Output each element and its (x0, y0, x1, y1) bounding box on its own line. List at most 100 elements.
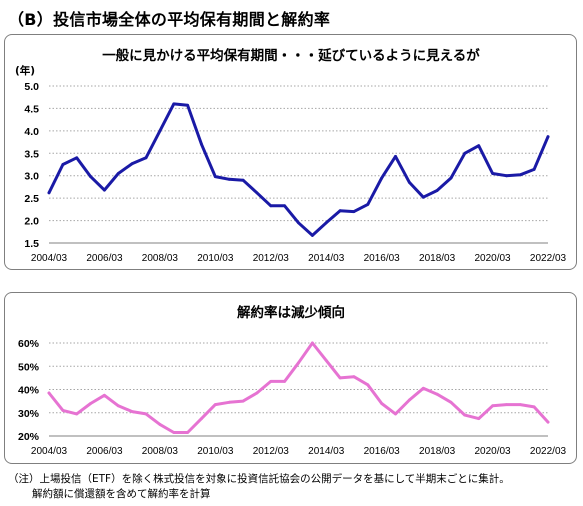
data-point (255, 191, 259, 195)
data-point (505, 403, 508, 406)
x-tick-label: 2020/03 (474, 446, 511, 457)
data-point (338, 376, 342, 380)
data-point (366, 203, 370, 206)
y-tick-label: 20% (18, 431, 40, 443)
data-point (532, 168, 536, 171)
data-point (172, 431, 176, 434)
x-tick-label: 2018/03 (419, 446, 456, 457)
footnote-line-1: （注）上場投信（ETF）を除く株式投信を対象に投資信託協会の公開データを基にして… (8, 473, 510, 485)
data-point (213, 403, 217, 406)
data-point (241, 399, 245, 403)
data-point (421, 195, 425, 199)
data-point (103, 393, 106, 397)
data-point (144, 156, 148, 160)
data-point (518, 173, 522, 177)
x-tick-label: 2008/03 (142, 446, 179, 457)
data-point (116, 172, 120, 175)
data-point (352, 210, 356, 214)
x-tick-label: 2008/03 (142, 253, 179, 264)
x-tick-label: 2016/03 (364, 253, 401, 264)
x-tick-label: 2006/03 (86, 446, 123, 457)
data-point (546, 420, 550, 424)
y-tick-label: 60% (18, 338, 40, 350)
x-tick-label: 2018/03 (419, 253, 456, 264)
chart-title: 解約率は減少傾向 (237, 304, 345, 321)
data-point (532, 405, 536, 409)
footnote-line-2: 解約額に償還額を含めて解約率を計算 (32, 488, 211, 500)
redemption-rate-chart: 解約率は減少傾向 60% 50% 40% 30% 20% 2004/03 2006/03 200… (18, 304, 567, 457)
y-tick-label: 3.0 (24, 171, 39, 183)
data-point (477, 144, 481, 148)
x-tick-label: 2010/03 (197, 253, 234, 264)
data-point (449, 400, 453, 404)
data-point (103, 188, 106, 192)
data-point (463, 151, 467, 155)
data-point (491, 172, 494, 175)
series-line (47, 102, 550, 237)
data-point (311, 234, 314, 237)
data-point (408, 181, 411, 184)
y-tick-label: 5.0 (24, 81, 39, 93)
data-point (505, 174, 508, 178)
chart-title: 一般に見かける平均保有期間・・・延びているように見えるが (102, 47, 480, 64)
y-tick-label: 4.5 (24, 103, 39, 115)
data-point (297, 221, 300, 225)
x-tick-label: 2022/03 (530, 253, 567, 264)
x-tick-label: 2016/03 (364, 446, 401, 457)
data-point (269, 204, 273, 208)
data-point (491, 404, 494, 408)
data-point (380, 402, 384, 405)
data-point (366, 383, 370, 387)
data-point (394, 412, 397, 416)
y-tick-label: 2.5 (24, 193, 39, 205)
y-tick-label: 4.0 (24, 126, 39, 138)
y-tick-label: 1.5 (24, 238, 39, 250)
holding-period-chart: 一般に見かける平均保有期間・・・延びているように見えるが (年) 5.0 4.5 4.0… (15, 47, 567, 264)
y-tick-label: 2.0 (24, 216, 39, 228)
data-point (241, 178, 245, 182)
x-tick-label: 2020/03 (474, 253, 511, 264)
data-point (227, 177, 231, 181)
series-line (47, 341, 550, 434)
data-point (186, 431, 190, 434)
x-tick-label: 2014/03 (308, 253, 345, 264)
x-tick-label: 2006/03 (86, 253, 123, 264)
data-point (89, 402, 92, 405)
data-point (449, 176, 453, 180)
data-point (408, 398, 411, 402)
data-point (144, 412, 148, 416)
data-point (518, 403, 522, 406)
data-point (380, 176, 384, 180)
data-point (158, 129, 162, 133)
data-point (158, 423, 162, 426)
data-point (283, 204, 286, 208)
data-point (61, 163, 65, 166)
data-point (47, 391, 51, 395)
data-point (75, 156, 79, 160)
data-point (75, 412, 79, 416)
x-tick-label: 2004/03 (31, 446, 68, 457)
data-point (186, 103, 190, 107)
data-point (269, 380, 273, 383)
data-point (255, 391, 259, 395)
data-point (116, 404, 120, 408)
data-point (435, 189, 439, 192)
data-point (200, 142, 203, 146)
data-point (283, 380, 286, 383)
data-point (130, 410, 134, 413)
x-tick-label: 2010/03 (197, 446, 234, 457)
x-tick-label: 2004/03 (31, 253, 68, 264)
x-tick-label: 2014/03 (308, 446, 345, 457)
data-point (213, 175, 217, 179)
x-tick-label: 2012/03 (253, 253, 290, 264)
data-point (324, 359, 328, 362)
y-tick-label: 50% (18, 361, 40, 373)
data-point (546, 135, 550, 139)
x-tick-label: 2012/03 (253, 446, 290, 457)
data-point (47, 191, 51, 195)
data-point (172, 102, 176, 106)
y-tick-label: 3.5 (24, 148, 39, 160)
data-point (435, 392, 439, 396)
page-title: （B）投信市場全体の平均保有期間と解約率 (8, 10, 331, 29)
data-point (421, 386, 425, 390)
